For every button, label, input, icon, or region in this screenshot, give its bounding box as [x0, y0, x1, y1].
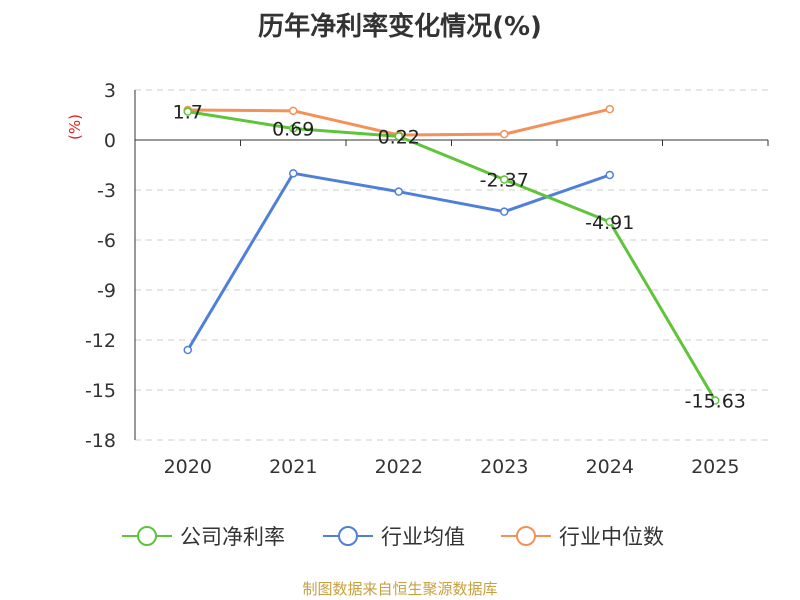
x-tick-label: 2025 — [691, 456, 739, 478]
y-tick-label: -9 — [97, 280, 116, 302]
y-tick-label: -6 — [97, 230, 116, 252]
data-point — [289, 169, 298, 178]
y-tick-label: -15 — [85, 380, 116, 402]
legend-marker — [137, 526, 157, 546]
chart-title: 历年净利率变化情况(%) — [258, 12, 542, 42]
y-tick-label: -3 — [97, 180, 116, 202]
data-point — [605, 217, 614, 227]
data-point — [605, 104, 614, 114]
x-tick-label: 2020 — [164, 456, 212, 478]
legend-label: 公司净利率 — [180, 525, 285, 549]
data-point — [394, 187, 403, 196]
data-point — [289, 124, 298, 133]
x-tick-label: 2024 — [586, 456, 634, 478]
series-line — [187, 110, 717, 402]
y-tick-label: 3 — [104, 80, 116, 102]
data-point — [183, 345, 192, 355]
legend-marker — [338, 526, 358, 546]
data-point — [289, 106, 298, 116]
data-label: -4.91 — [585, 212, 634, 234]
source-footer: 制图数据来自恒生聚源数据库 — [302, 580, 498, 598]
data-label: -2.37 — [480, 170, 529, 192]
series-line — [186, 171, 611, 351]
data-point — [500, 207, 509, 216]
y-tick-label: 0 — [104, 130, 116, 152]
x-tick-label: 2021 — [269, 456, 317, 478]
x-tick-label: 2023 — [480, 456, 528, 478]
data-label: -15.63 — [685, 391, 746, 413]
data-label: 0.22 — [378, 126, 420, 148]
y-tick-label: -12 — [85, 330, 116, 352]
data-point — [183, 107, 192, 116]
data-point — [605, 170, 614, 180]
y-tick-label: -18 — [85, 430, 116, 452]
data-label: 1.7 — [173, 102, 203, 124]
y-axis-label: (%) — [66, 114, 84, 140]
data-point — [500, 129, 509, 139]
legend-label: 行业中位数 — [559, 525, 664, 549]
data-point — [394, 132, 403, 141]
x-tick-label: 2022 — [375, 456, 423, 478]
data-point — [711, 396, 720, 405]
data-point — [500, 175, 509, 184]
legend-marker — [516, 526, 536, 546]
legend-label: 行业均值 — [381, 525, 465, 549]
data-label: 0.69 — [272, 119, 314, 141]
